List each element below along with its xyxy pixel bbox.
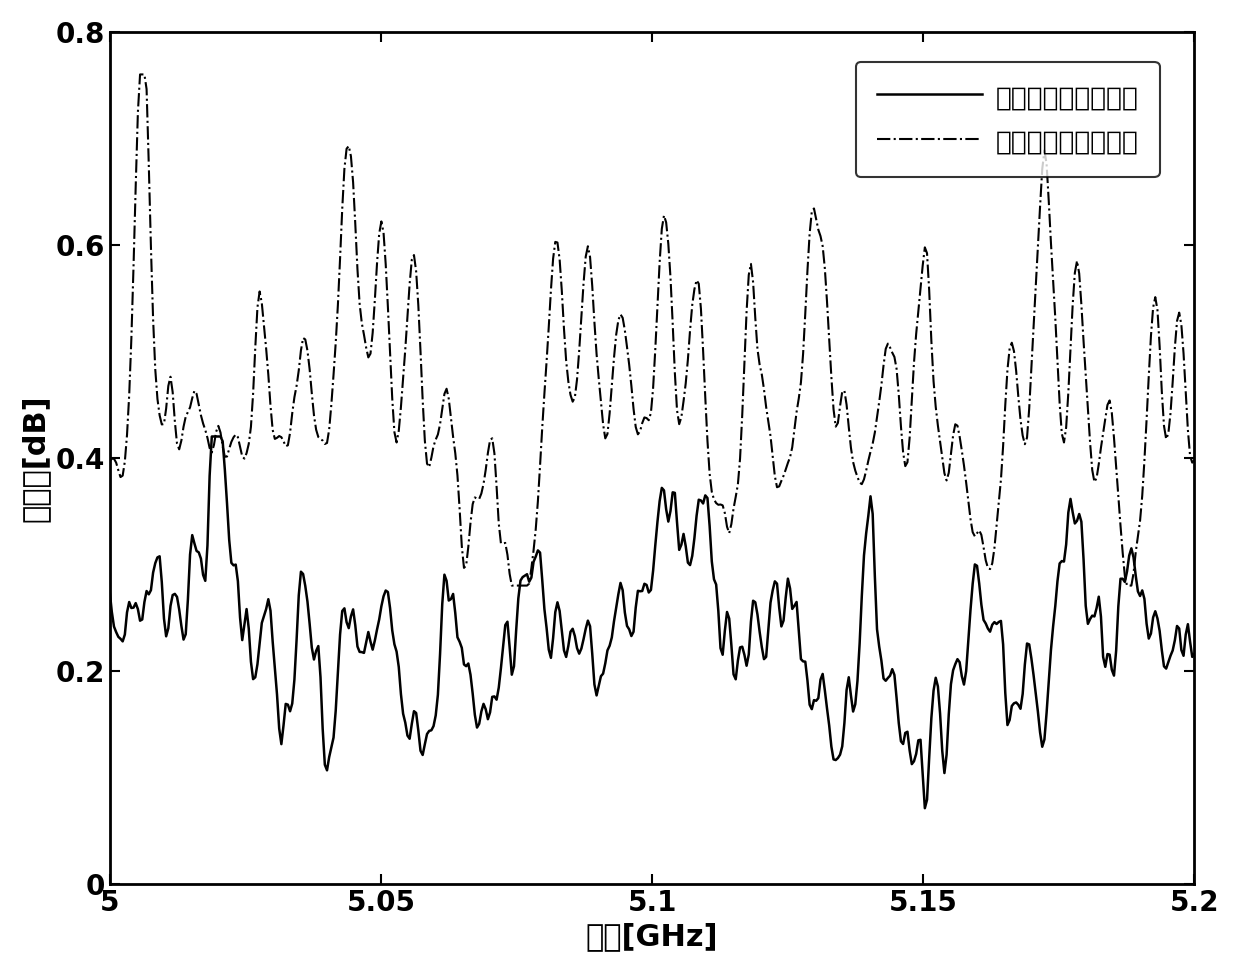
有所述的源搔拌方法: [750, 608, 765, 620]
无所述的源搔拌方法: [996, 440, 1011, 452]
无所述的源搔拌方法: [693, 303, 708, 315]
有所述的源搔拌方法: [102, 585, 117, 597]
无所述的源搔拌方法: [102, 456, 117, 468]
无所述的源搔拌方法: [505, 579, 520, 591]
有所述的源搔拌方法: [626, 626, 641, 638]
无所述的源搔拌方法: [133, 69, 148, 81]
Y-axis label: 标准差[dB]: 标准差[dB]: [21, 394, 50, 522]
有所述的源搔拌方法: [996, 639, 1011, 650]
X-axis label: 频率[GHz]: 频率[GHz]: [585, 922, 718, 952]
无所述的源搔拌方法: [1166, 376, 1180, 388]
Line: 无所述的源搔拌方法: 无所述的源搔拌方法: [109, 75, 1194, 585]
有所述的源搔拌方法: [205, 431, 219, 442]
有所述的源搔拌方法: [692, 494, 707, 505]
有所述的源搔拌方法: [1187, 648, 1202, 660]
Legend: 有所述的源搔拌方法, 无所述的源搔拌方法: 有所述的源搔拌方法, 无所述的源搔拌方法: [856, 62, 1159, 177]
Line: 有所述的源搔拌方法: 有所述的源搔拌方法: [109, 436, 1194, 808]
无所述的源搔拌方法: [1187, 454, 1202, 466]
有所述的源搔拌方法: [1166, 644, 1180, 656]
无所述的源搔拌方法: [753, 359, 768, 370]
无所述的源搔拌方法: [629, 421, 644, 433]
无所述的源搔拌方法: [621, 359, 636, 370]
有所述的源搔拌方法: [918, 802, 932, 814]
有所述的源搔拌方法: [620, 620, 635, 632]
